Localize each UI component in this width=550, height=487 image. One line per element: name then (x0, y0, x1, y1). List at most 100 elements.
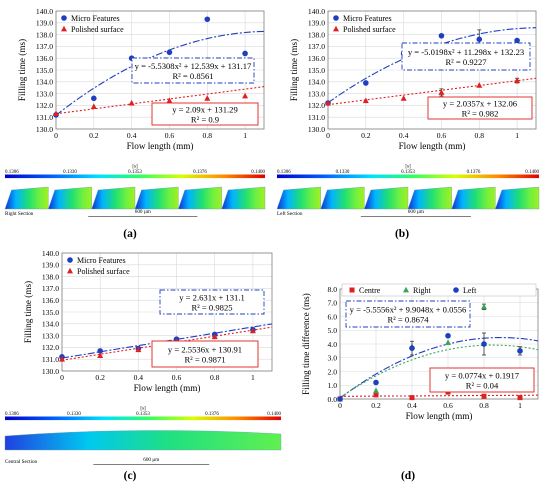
data-point (363, 80, 369, 86)
trendline (339, 394, 538, 397)
panel-label: (c) (124, 470, 137, 482)
x-tick-label: 0.2 (89, 131, 99, 140)
legend-box (341, 283, 537, 297)
y-tick-label: 130.0 (36, 125, 53, 134)
data-point (445, 332, 451, 339)
y-tick-label: 138.0 (308, 30, 325, 39)
equation-frame (427, 96, 533, 120)
trendline (55, 86, 265, 115)
section-label: Left Section (277, 210, 303, 217)
y-tick-label: 136.0 (42, 296, 59, 305)
flow-segment (320, 186, 365, 210)
colorbar-tick: 0.1330 (67, 412, 81, 417)
colorbar-tick: 0.1353 (128, 170, 142, 175)
chart-1: 130.0 131.0 132.0 133.0 134.0 135.0 136.0 137.0… (289, 7, 537, 151)
y-tick-label: 138.0 (36, 30, 53, 39)
data-point (445, 339, 451, 346)
legend: Micro Features Polished surface (67, 256, 130, 276)
data-point (97, 348, 103, 354)
x-tick-label: 1 (243, 131, 247, 140)
legend-marker (67, 267, 73, 274)
legend-marker (333, 15, 339, 21)
y-tick-label: 130.0 (42, 367, 59, 376)
y-axis-label: Filling time (ms) (17, 39, 27, 101)
data-point (249, 327, 256, 334)
equation-text: y = 2.631x + 131.1 (179, 293, 245, 303)
y-tick-label: 138.0 (42, 272, 59, 281)
legend-label: Polished surface (343, 25, 396, 34)
simulation-strip: 0.1306 0.1330 0.1353 0.1376 0.1400 [s] Central… (4, 407, 282, 465)
data-point (481, 393, 487, 399)
flow-segment (178, 186, 222, 210)
legend-marker (403, 286, 409, 293)
y-tick-label: 132.0 (36, 101, 53, 110)
data-point (90, 103, 97, 109)
y-tick-label: 137.0 (36, 42, 53, 51)
x-tick-label: 0.2 (95, 373, 105, 382)
legend-marker (61, 15, 67, 21)
equation-text: y = -5.5556x² + 9.9048x + 0.0556 (350, 305, 467, 315)
chart-3: 0.0 1.0 2.0 3.0 4.0 5.0 6.0 7.0 8.0 0 0.2 0.4 0.6 0.8… (301, 283, 539, 421)
colorbar-tick: 0.1376 (467, 170, 481, 175)
flow-segment (451, 186, 496, 210)
colorbar-tick: 0.1400 (251, 170, 265, 175)
y-tick-label: 139.0 (36, 19, 53, 28)
trendline (339, 344, 539, 399)
x-axis-label: Flow length (mm) (134, 383, 201, 393)
x-tick-label: 0.8 (203, 131, 213, 140)
r-squared-text: R² = 0.8561 (172, 71, 213, 81)
equation-frame (345, 300, 471, 328)
legend-label: Polished surface (77, 267, 130, 276)
data-point (514, 77, 521, 84)
legend-label: Micro Features (71, 14, 120, 23)
data-point (135, 346, 142, 353)
x-tick-label: 0.6 (165, 131, 175, 140)
colorbar-tick: 0.1376 (193, 170, 207, 175)
flow-segment (364, 186, 409, 210)
simulation-strip: 0.1306 0.1330 0.1353 0.1376 0.1400 [s] Right S… (4, 165, 266, 217)
section-label: Central Section (5, 459, 38, 465)
data-point (481, 341, 487, 347)
x-tick-label: 0.4 (127, 131, 137, 140)
equation-text: y = 2.09x + 131.29 (172, 105, 238, 115)
x-tick-label: 1 (518, 401, 522, 410)
x-tick-label: 0 (54, 131, 58, 140)
trendline (55, 30, 265, 116)
y-tick-label: 135.0 (308, 66, 325, 75)
y-tick-label: 134.0 (36, 78, 53, 87)
trendline (327, 77, 537, 106)
x-axis-label: Flow length (mm) (399, 141, 466, 151)
equation-text: y = 2.5536x + 130.91 (168, 345, 242, 355)
y-tick-label: 131.0 (42, 355, 59, 364)
y-tick-label: 137.0 (308, 42, 325, 51)
equation-box: y = 2.631x + 131.1R² = 0.9825 (159, 289, 265, 315)
data-point (166, 97, 173, 104)
scale-label: 600 µm (143, 457, 159, 463)
colorbar-tick: 0.1306 (5, 412, 19, 417)
y-tick-label: 133.0 (36, 89, 53, 98)
y-tick-label: 1.0 (328, 381, 338, 390)
colorbar-tick: 0.1400 (267, 412, 281, 417)
legend-marker (67, 257, 73, 263)
colorbar-tick: 0.1330 (63, 170, 77, 175)
legend-marker (61, 25, 67, 32)
chart-0: 130.0 131.0 132.0 133.0 134.0 135.0 136.0 137.0… (17, 7, 265, 151)
x-tick-label: 0.4 (399, 131, 409, 140)
data-point (204, 16, 211, 23)
y-tick-label: 135.0 (42, 308, 59, 317)
data-point (128, 99, 135, 106)
colorbar-tick: 0.1330 (336, 170, 350, 175)
plot-frame (327, 10, 537, 130)
flow-segment (495, 186, 540, 210)
y-tick-label: 130.0 (308, 125, 325, 134)
y-tick-label: 139.0 (308, 19, 325, 28)
y-tick-label: 8.0 (328, 285, 338, 294)
x-tick-label: 0.8 (479, 401, 489, 410)
data-point (481, 303, 487, 310)
data-point (400, 95, 407, 101)
equation-text: y = -5.5308x² + 12.539x + 131.17 (135, 61, 252, 71)
